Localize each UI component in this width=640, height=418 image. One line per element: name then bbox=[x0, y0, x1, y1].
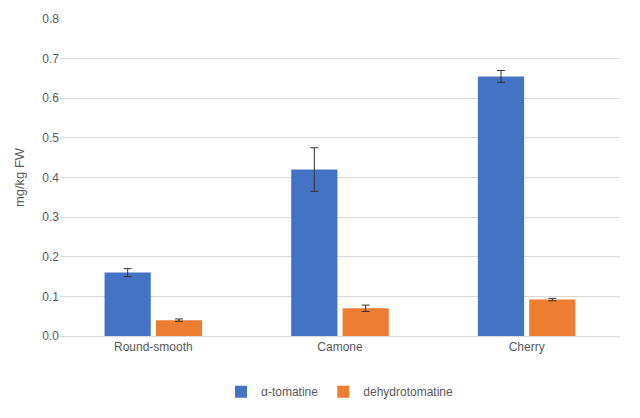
svg-text:0.5: 0.5 bbox=[42, 131, 59, 145]
svg-text:0.4: 0.4 bbox=[42, 171, 59, 185]
svg-text:0.0: 0.0 bbox=[42, 329, 59, 343]
svg-text:Cherry: Cherry bbox=[509, 340, 545, 354]
svg-text:0.6: 0.6 bbox=[42, 91, 59, 105]
svg-text:dehydrotomatine: dehydrotomatine bbox=[363, 385, 453, 399]
svg-text:0.1: 0.1 bbox=[42, 290, 59, 304]
svg-text:0.3: 0.3 bbox=[42, 210, 59, 224]
svg-text:0.8: 0.8 bbox=[42, 12, 59, 26]
svg-text:α-tomatine: α-tomatine bbox=[261, 385, 318, 399]
svg-text:0.7: 0.7 bbox=[42, 52, 59, 66]
svg-text:mg/kg FW: mg/kg FW bbox=[12, 147, 27, 207]
svg-text:Round-smooth: Round-smooth bbox=[114, 340, 193, 354]
svg-text:0.2: 0.2 bbox=[42, 250, 59, 264]
svg-text:Camone: Camone bbox=[317, 340, 363, 354]
